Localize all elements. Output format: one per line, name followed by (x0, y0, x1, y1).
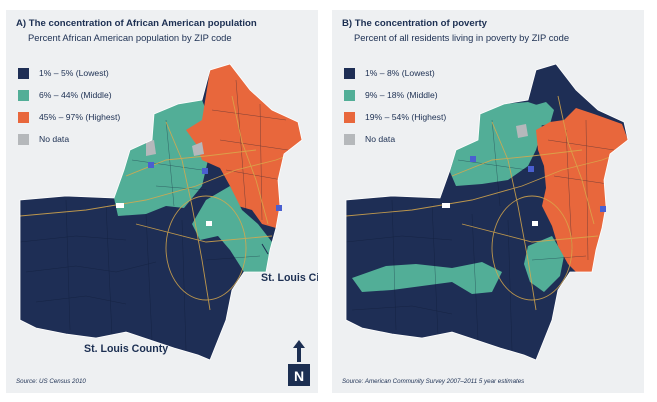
highway-shields (442, 156, 606, 226)
legend-item-highest: 45% – 97% (Highest) (18, 106, 120, 128)
panel-title: A) The concentration of African American… (16, 18, 257, 29)
legend-item-no-data: No data (344, 128, 446, 150)
legend-item-highest: 19% – 54% (Highest) (344, 106, 446, 128)
legend-swatch (344, 111, 355, 123)
panel-subtitle: Percent of all residents living in pover… (354, 32, 570, 43)
highway-shields (116, 162, 282, 226)
north-label: N (294, 368, 304, 384)
legend-item-lowest: 1% – 5% (Lowest) (18, 62, 120, 84)
legend-label: No data (365, 134, 396, 144)
map-panel-poverty: B) The concentration of poverty Percent … (332, 10, 644, 393)
legend-swatch (344, 133, 355, 145)
legend-swatch (18, 67, 29, 79)
legend-swatch (18, 133, 29, 145)
legend-swatch (344, 89, 355, 101)
legend-item-middle: 9% – 18% (Middle) (344, 84, 446, 106)
legend: 1% – 5% (Lowest) 6% – 44% (Middle) 45% –… (18, 62, 120, 150)
map-panel-african-american: A) The concentration of African American… (6, 10, 318, 393)
legend-swatch (344, 67, 355, 79)
legend-label: 1% – 8% (Lowest) (365, 68, 435, 78)
legend-label: 9% – 18% (Middle) (365, 90, 438, 100)
legend-item-lowest: 1% – 8% (Lowest) (344, 62, 446, 84)
legend-item-middle: 6% – 44% (Middle) (18, 84, 120, 106)
city-leader-line (261, 243, 269, 255)
legend: 1% – 8% (Lowest) 9% – 18% (Middle) 19% –… (344, 62, 446, 150)
legend-swatch (18, 89, 29, 101)
county-label: St. Louis County (84, 343, 169, 355)
legend-item-no-data: No data (18, 128, 120, 150)
source-note: Source: American Community Survey 2007–2… (342, 378, 525, 385)
panel-title: B) The concentration of poverty (342, 18, 487, 29)
legend-swatch (18, 111, 29, 123)
zip-code-map (345, 63, 629, 361)
legend-label: No data (39, 134, 70, 144)
legend-label: 6% – 44% (Middle) (39, 90, 112, 100)
legend-label: 19% – 54% (Highest) (365, 112, 447, 122)
city-label: St. Louis City (261, 272, 318, 284)
legend-label: 45% – 97% (Highest) (39, 112, 121, 122)
panel-subtitle: Percent African American population by Z… (28, 32, 232, 43)
zip-code-map (19, 63, 303, 361)
legend-label: 1% – 5% (Lowest) (39, 68, 109, 78)
north-arrow-icon: N (288, 340, 310, 386)
source-note: Source: US Census 2010 (16, 378, 86, 385)
